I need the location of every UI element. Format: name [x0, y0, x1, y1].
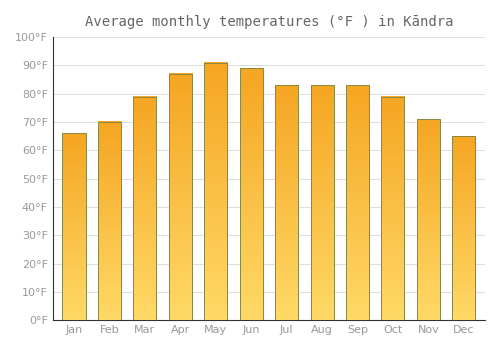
Bar — [62, 133, 86, 320]
Title: Average monthly temperatures (°F ) in Kāndra: Average monthly temperatures (°F ) in Kā… — [84, 15, 453, 29]
Bar — [98, 122, 121, 320]
Bar — [134, 97, 156, 320]
Bar — [204, 63, 227, 320]
Bar — [169, 74, 192, 320]
Bar — [452, 136, 475, 320]
Bar — [240, 68, 262, 320]
Bar — [382, 97, 404, 320]
Bar — [346, 85, 369, 320]
Bar — [417, 119, 440, 320]
Bar — [310, 85, 334, 320]
Bar — [275, 85, 298, 320]
